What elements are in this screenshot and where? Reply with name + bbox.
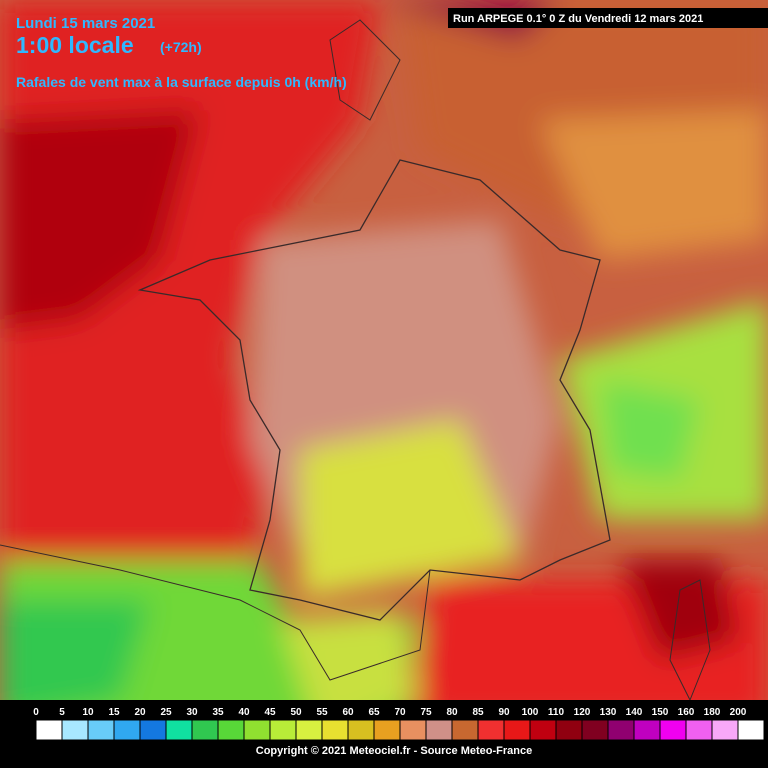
legend-swatch (61, 719, 89, 741)
legend-label: 5 (59, 707, 65, 718)
legend-label: 180 (704, 707, 721, 718)
legend-swatch (321, 719, 349, 741)
legend-swatch (685, 719, 713, 741)
legend-label: 50 (290, 707, 302, 718)
legend-swatch (217, 719, 245, 741)
legend-swatch (425, 719, 453, 741)
legend-swatch (269, 719, 297, 741)
legend-label: 45 (264, 707, 276, 718)
legend-label: 70 (394, 707, 406, 718)
legend-swatch (191, 719, 219, 741)
legend-label: 100 (522, 707, 539, 718)
legend-label: 120 (574, 707, 591, 718)
legend-label: 25 (160, 707, 172, 718)
legend-swatch (113, 719, 141, 741)
legend-swatch (35, 719, 63, 741)
legend-label: 10 (82, 707, 94, 718)
legend-label: 160 (678, 707, 695, 718)
legend-swatch (633, 719, 661, 741)
lead-time: (+72h) (160, 39, 202, 55)
run-info: Run ARPEGE 0.1° 0 Z du Vendredi 12 mars … (453, 13, 703, 25)
legend-swatch (347, 719, 375, 741)
legend: 0 5 10 15 20 25 30 35 40 45 50 55 60 65 70 75 80 85 90 100 1… (33, 707, 765, 741)
legend-swatch (659, 719, 687, 741)
legend-label: 0 (33, 707, 39, 718)
legend-swatch (503, 719, 531, 741)
legend-swatch (165, 719, 193, 741)
legend-swatch (477, 719, 505, 741)
legend-swatch (399, 719, 427, 741)
legend-label: 90 (498, 707, 510, 718)
legend-label: 150 (652, 707, 669, 718)
legend-label: 20 (134, 707, 146, 718)
legend-swatch (581, 719, 609, 741)
legend-swatch (711, 719, 739, 741)
legend-swatch (139, 719, 167, 741)
legend-swatch (373, 719, 401, 741)
legend-label: 55 (316, 707, 328, 718)
legend-swatch (529, 719, 557, 741)
legend-label: 40 (238, 707, 250, 718)
subtitle: Rafales de vent max à la surface depuis … (16, 74, 347, 90)
legend-label: 60 (342, 707, 354, 718)
copyright: Copyright © 2021 Meteociel.fr - Source M… (256, 745, 532, 757)
legend-swatch (243, 719, 271, 741)
legend-swatch (451, 719, 479, 741)
legend-label: 80 (446, 707, 458, 718)
legend-label: 30 (186, 707, 198, 718)
legend-swatch (607, 719, 635, 741)
forecast-time: 1:00 locale (16, 32, 134, 58)
forecast-date: Lundi 15 mars 2021 (16, 15, 155, 32)
legend-swatch (555, 719, 583, 741)
legend-label: 75 (420, 707, 432, 718)
legend-label: 140 (626, 707, 643, 718)
legend-label: 200 (730, 707, 747, 718)
legend-swatch (87, 719, 115, 741)
legend-swatch (737, 719, 765, 741)
legend-swatch (295, 719, 323, 741)
legend-label: 85 (472, 707, 484, 718)
run-banner (448, 8, 768, 28)
legend-label: 15 (108, 707, 120, 718)
legend-label: 35 (212, 707, 224, 718)
legend-label: 130 (600, 707, 617, 718)
legend-label: 110 (548, 707, 565, 718)
legend-label: 65 (368, 707, 380, 718)
